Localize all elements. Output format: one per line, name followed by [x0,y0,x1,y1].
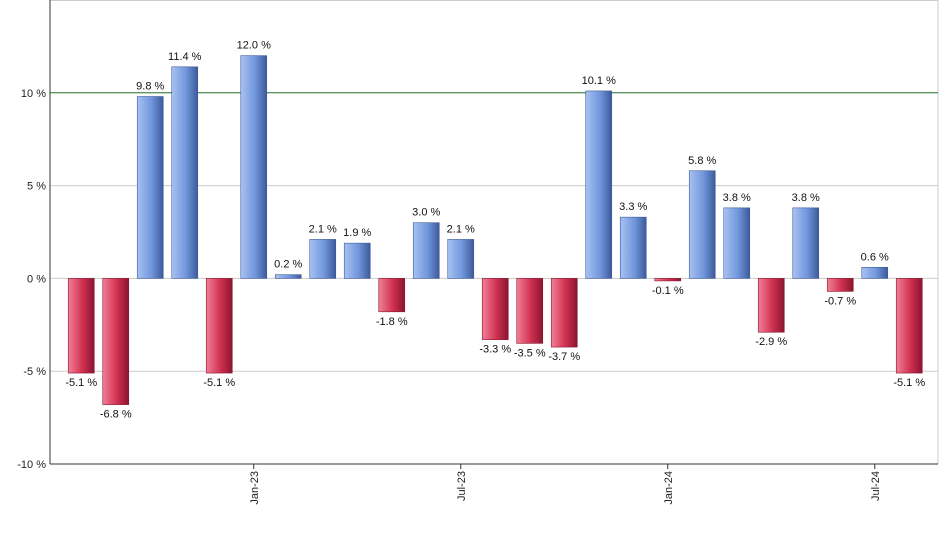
bar [343,242,371,279]
bar [274,274,302,279]
bar [585,90,613,279]
data-label: 3.8 % [792,192,820,204]
bars [67,55,923,405]
bar [895,278,923,374]
data-label: -0.1 % [652,285,684,297]
bar [240,55,268,279]
bar [136,96,164,279]
bar [516,278,544,344]
data-label: -1.8 % [376,316,408,328]
x-tick-label: Jan-23 [249,471,261,505]
data-label: 10.1 % [582,75,616,87]
bar [205,278,233,374]
axes: 10 % 5 % 0 % -5 % -10 % Jan-23 Jul-23 Jan-24 Jul… [17,0,938,505]
bar [688,170,716,279]
data-label: -2.9 % [755,336,787,348]
bar [861,266,889,279]
bar [309,239,337,279]
bar [654,278,682,282]
data-labels: -5.1 % -6.8 % 9.8 % 11.4 % -5.1 % 12.0 % 0.2 %… [65,40,925,421]
bar [447,239,475,279]
data-label: -5.1 % [203,377,235,389]
bar [102,278,130,405]
bar [378,278,406,313]
data-label: -5.1 % [65,377,97,389]
bar [550,278,578,348]
x-tick-label: Jan-24 [663,471,675,505]
data-label: 3.3 % [619,201,647,213]
y-tick-label: 5 % [27,181,46,193]
data-label: 2.1 % [309,223,337,235]
bar [826,278,854,292]
y-tick-label: 0 % [27,273,46,285]
data-label: -3.7 % [548,351,580,363]
data-label: -3.3 % [479,344,511,356]
bar [481,278,509,340]
bar [757,278,785,333]
data-label: 0.2 % [274,259,302,271]
data-label: 1.9 % [343,227,371,239]
data-label: 12.0 % [237,40,271,52]
bar [723,207,751,279]
data-label: 0.6 % [861,251,889,263]
data-label: 11.4 % [168,51,202,63]
y-tick-label: -10 % [17,459,46,471]
bar [171,66,199,279]
data-label: 5.8 % [688,155,716,167]
bar [792,207,820,279]
bar [67,278,95,374]
x-tick-label: Jul-24 [870,471,882,501]
data-label: 9.8 % [136,81,164,93]
data-label: -3.5 % [514,347,546,359]
bar [412,222,440,279]
data-label: 2.1 % [447,223,475,235]
data-label: -0.7 % [824,295,856,307]
y-tick-label: 10 % [21,88,46,100]
data-label: 3.8 % [723,192,751,204]
data-label: 3.0 % [412,207,440,219]
x-tick-label: Jul-23 [456,471,468,501]
data-label: -5.1 % [893,377,925,389]
y-tick-label: -5 % [23,366,46,378]
data-label: -6.8 % [100,409,132,421]
bar [619,216,647,279]
